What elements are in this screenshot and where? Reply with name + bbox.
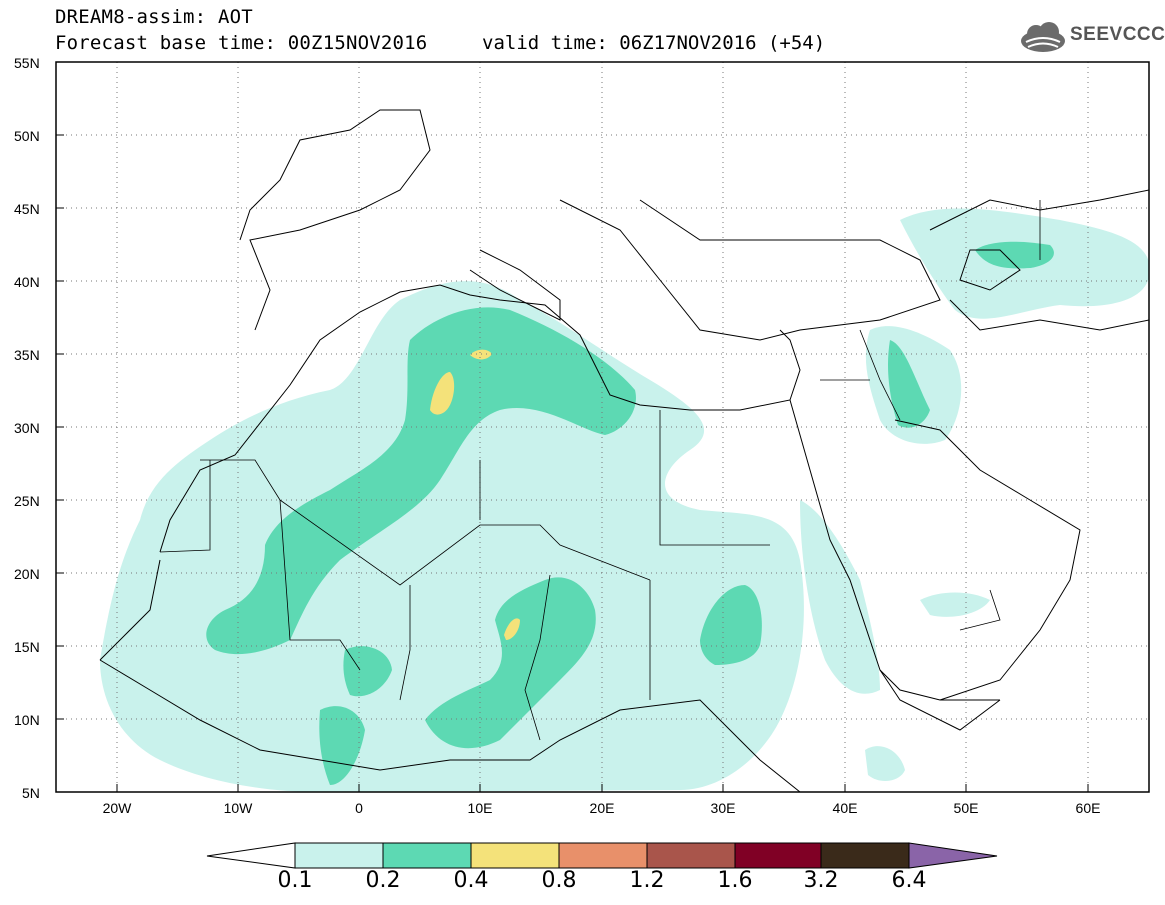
graticule [56, 62, 1149, 792]
lat-label: 20N [14, 566, 40, 582]
aot-field-high [430, 349, 520, 640]
lat-label: 30N [14, 420, 40, 436]
logo-text: SEEVCCC [1070, 24, 1165, 45]
colorbar-label: 1.6 [717, 868, 753, 893]
colorbar-swatch-3 [470, 842, 560, 869]
lon-label: 10E [467, 800, 493, 816]
colorbar-swatch-1 [294, 842, 384, 869]
lat-label: 40N [14, 274, 40, 290]
aot-field-medium [206, 241, 1054, 785]
lat-label: 10N [14, 712, 40, 728]
colorbar-low-arrow [206, 842, 296, 869]
colorbar-label: 0.8 [541, 868, 577, 893]
lon-label: 60E [1075, 800, 1101, 816]
lon-label: 40E [832, 800, 858, 816]
lon-label: 30E [710, 800, 736, 816]
borders [159, 200, 1041, 741]
lat-label: 50N [14, 128, 40, 144]
lon-label: 20W [102, 800, 132, 816]
colorbar-swatch-4 [558, 842, 648, 869]
aot-field-light [100, 208, 1149, 792]
lon-label: 50E [953, 800, 979, 816]
colorbar [206, 842, 998, 869]
colorbar-label: 0.2 [365, 868, 401, 893]
lon-label: 0 [355, 800, 363, 816]
lat-label: 35N [14, 347, 40, 363]
colorbar-label: 3.2 [803, 868, 839, 893]
colorbar-swatch-2 [382, 842, 472, 869]
title-line-1: DREAM8-assim: AOT [55, 6, 253, 28]
lat-label: 5N [22, 785, 40, 801]
colorbar-swatch-5 [646, 842, 736, 869]
lat-label: 25N [14, 493, 40, 509]
coastlines [99, 109, 1149, 792]
cloud-icon [1021, 22, 1065, 52]
lat-label: 45N [14, 201, 40, 217]
map-ticks [56, 134, 1089, 792]
colorbar-label: 0.1 [277, 868, 313, 893]
valid-time: valid time: 06Z17NOV2016 (+54) [482, 32, 826, 54]
lat-label: 15N [14, 639, 40, 655]
lon-label: 20E [589, 800, 615, 816]
colorbar-label: 1.2 [629, 868, 665, 893]
colorbar-swatch-6 [734, 842, 822, 869]
title-line-2: Forecast base time: 00Z15NOV2016 [55, 32, 428, 54]
seevccc-logo: SEEVCCC [1018, 20, 1165, 60]
colorbar-label: 0.4 [453, 868, 489, 893]
lat-label: 55N [14, 55, 40, 71]
colorbar-swatch-7 [820, 842, 910, 869]
colorbar-high-arrow [908, 842, 998, 869]
colorbar-label: 6.4 [891, 868, 927, 893]
lon-label: 10W [223, 800, 253, 816]
